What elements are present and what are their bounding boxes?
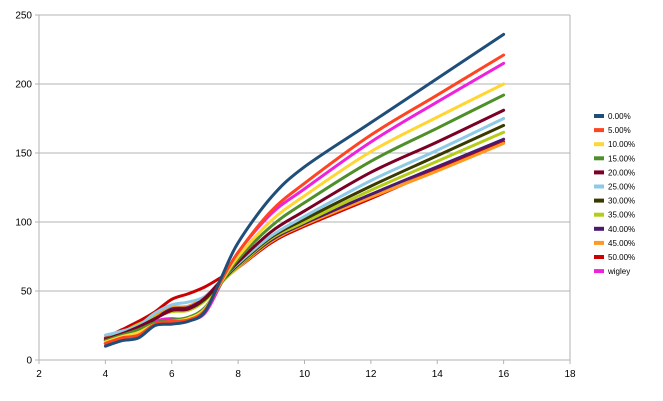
legend-label: 10.00% [608,140,635,149]
legend-label: 15.00% [608,154,635,163]
axis-layer: 0 50 100 150 200 250 2 4 6 8 10 12 14 16 18 [15,11,576,381]
legend-swatch [594,269,604,274]
y-tick-label: 0 [26,356,32,367]
legend-swatch [594,212,604,217]
x-tick-label: 18 [564,369,576,380]
legend-label: 45.00% [608,239,635,248]
legend-label: 25.00% [608,183,635,192]
x-tick-label: 10 [299,369,311,380]
x-tick-label: 12 [365,369,377,380]
y-tick-label: 50 [21,287,33,298]
legend-label: wigley [607,267,630,276]
legend: 0.00% 5.00% 10.00% 15.00% 20.00% 25.00% 30.00%… [594,112,635,276]
series-layer [103,32,506,348]
x-tick-label: 16 [498,369,510,380]
legend-swatch [594,114,604,118]
legend-swatch [594,142,604,147]
legend-label: 50.00% [608,253,635,262]
legend-swatch [594,184,604,189]
x-tick-label: 14 [432,369,444,380]
legend-label: 30.00% [608,197,635,206]
series-line-0.00% [103,32,506,348]
legend-label: 0.00% [608,112,631,121]
y-tick-label: 250 [15,11,32,22]
legend-swatch [594,198,604,203]
legend-label: 35.00% [608,211,635,220]
legend-swatch [594,156,604,161]
x-tick-label: 4 [103,369,109,380]
x-tick-label: 6 [169,369,175,380]
y-tick-label: 150 [15,149,32,160]
legend-swatch [594,240,604,245]
legend-swatch [594,170,604,175]
legend-label: 5.00% [608,126,631,135]
y-tick-label: 200 [15,80,32,91]
legend-label: 40.00% [608,225,635,234]
x-tick-label: 8 [235,369,241,380]
legend-swatch [594,255,604,259]
legend-swatch [594,128,604,133]
x-tick-label: 2 [36,369,42,380]
legend-label: 20.00% [608,168,635,177]
y-tick-label: 100 [15,218,32,229]
legend-swatch [594,226,604,231]
